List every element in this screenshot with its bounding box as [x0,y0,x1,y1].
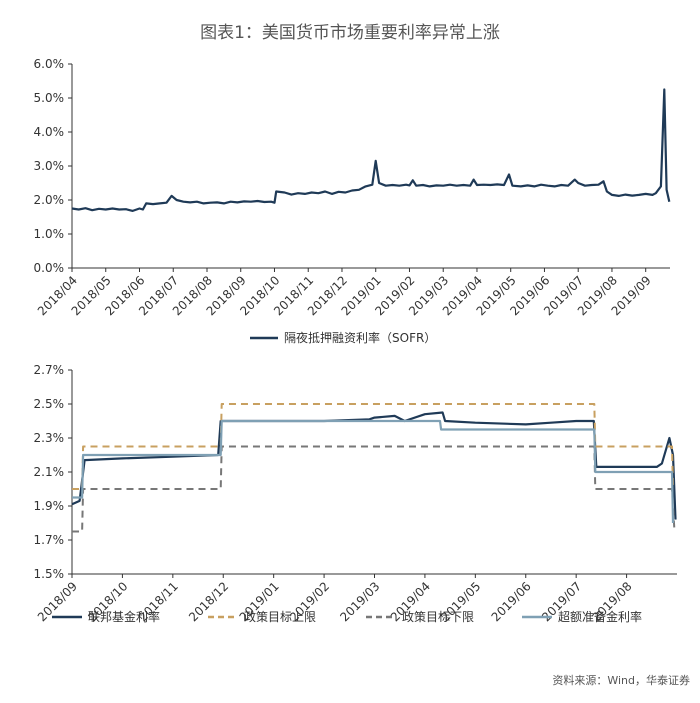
y-tick-label: 2.7% [34,363,65,377]
y-tick-label: 0.0% [34,261,65,275]
series-line-3 [72,419,675,524]
y-tick-label: 1.0% [34,227,65,241]
legend-label-0: 联邦基金利率 [88,609,160,624]
source-note: 资料来源：Wind，华泰证券 [552,674,690,687]
y-tick-label: 1.9% [34,499,65,513]
y-tick-label: 2.0% [34,193,65,207]
y-tick-label: 6.0% [34,57,65,71]
legend-label: 隔夜抵押融资利率（SOFR） [284,330,436,345]
y-tick-label: 1.5% [34,567,65,581]
series-line-0 [71,411,677,520]
legend-label-3: 超额准备金利率 [558,609,642,624]
y-tick-label: 2.1% [34,465,65,479]
y-tick-label: 4.0% [34,125,65,139]
legend-label-1: 政策目标上限 [244,610,316,624]
y-tick-label: 3.0% [34,159,65,173]
y-tick-label: 5.0% [34,91,65,105]
chart-title: 图表1：美国货币市场重要利率异常上涨 [200,23,500,43]
x-tick-label: 2019/03 [337,579,382,624]
series-line-2 [72,445,676,533]
y-tick-label: 2.3% [34,431,65,445]
series-line-0 [71,88,671,212]
y-tick-label: 1.7% [34,533,65,547]
legend-label-2: 政策目标下限 [402,610,474,624]
y-tick-label: 2.5% [34,397,65,411]
